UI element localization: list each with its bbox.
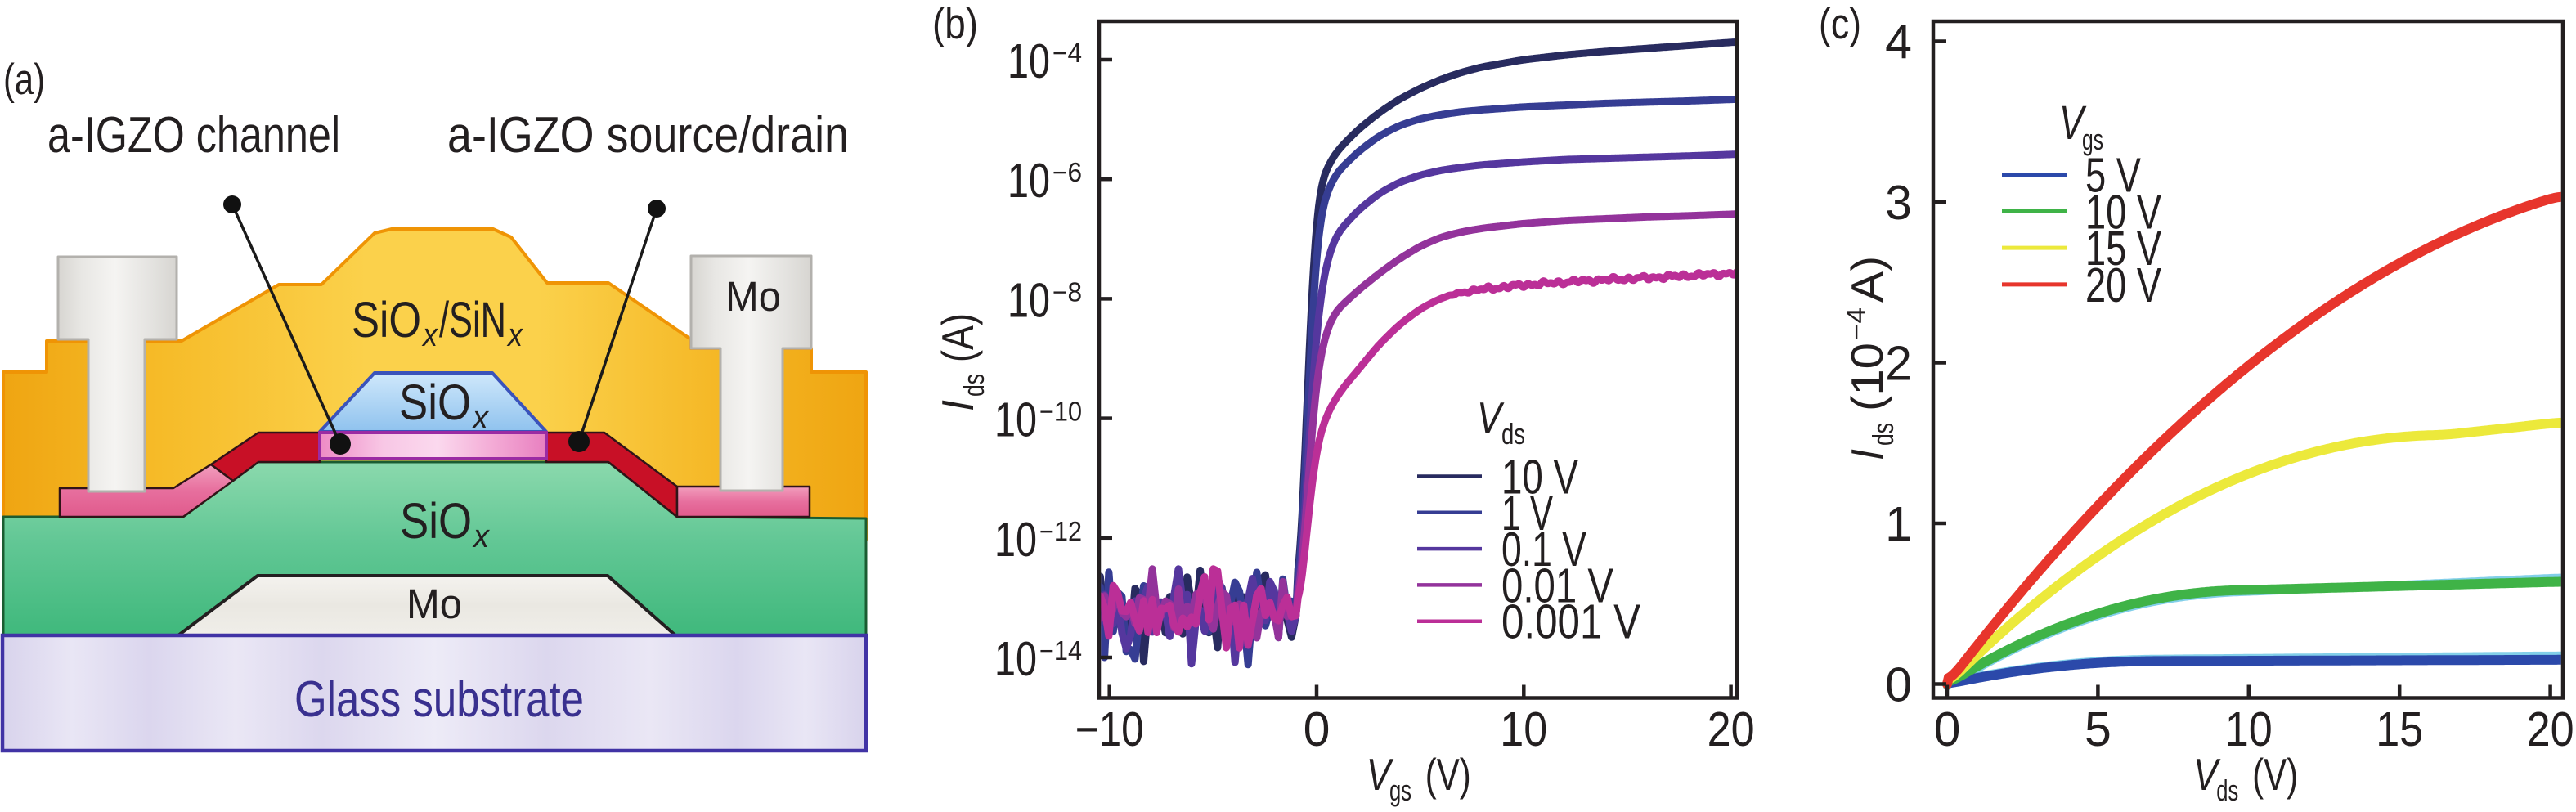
svg-text:10: 10 (1008, 273, 1050, 327)
svg-text:SiO: SiO (352, 292, 421, 348)
svg-text:gs: gs (2082, 123, 2103, 156)
svg-text:V: V (1477, 393, 1505, 443)
svg-text:5 V: 5 V (2085, 149, 2141, 203)
svg-text:−14: −14 (1039, 635, 1082, 666)
svg-text:1: 1 (1885, 497, 1912, 551)
svg-text:−4: −4 (1841, 307, 1871, 340)
svg-text:20: 20 (2527, 702, 2574, 756)
svg-text:(b): (b) (932, 0, 978, 48)
svg-text:−12: −12 (1039, 516, 1082, 546)
svg-text:ds: ds (957, 374, 990, 397)
svg-text:I: I (1842, 449, 1892, 460)
svg-text:a-IGZO source/drain: a-IGZO source/drain (447, 107, 849, 164)
svg-text:0: 0 (1934, 702, 1961, 756)
svg-text:SiO: SiO (399, 375, 471, 430)
svg-text:10: 10 (1008, 154, 1050, 208)
svg-text:−6: −6 (1052, 157, 1082, 187)
svg-text:(V): (V) (2252, 749, 2298, 800)
svg-text:2: 2 (1885, 337, 1912, 391)
svg-text:ds: ds (1866, 423, 1900, 446)
svg-text:10: 10 (994, 632, 1037, 686)
svg-text:0: 0 (1885, 658, 1912, 712)
svg-text:(c): (c) (1819, 0, 1861, 48)
svg-text:ds: ds (2216, 774, 2238, 807)
svg-text:10 V: 10 V (1501, 451, 1578, 505)
svg-text:10: 10 (994, 393, 1037, 447)
svg-text:−10: −10 (1075, 702, 1144, 756)
svg-text:10: 10 (994, 513, 1037, 567)
svg-text:V: V (2193, 749, 2221, 800)
svg-text:0.001 V: 0.001 V (1501, 595, 1641, 649)
svg-text:10: 10 (1008, 34, 1050, 88)
svg-text:(10: (10 (1842, 343, 1892, 411)
svg-text:(V): (V) (1425, 749, 1471, 800)
svg-text:(A): (A) (932, 313, 983, 362)
svg-text:15 V: 15 V (2085, 222, 2161, 276)
svg-text:gs: gs (1389, 774, 1411, 807)
svg-text:/SiN: /SiN (439, 292, 506, 348)
svg-text:x: x (421, 317, 439, 353)
svg-text:x: x (506, 317, 524, 353)
svg-text:15: 15 (2376, 702, 2423, 756)
svg-text:x: x (472, 518, 491, 554)
svg-text:10 V: 10 V (2085, 185, 2161, 239)
svg-text:0.1 V: 0.1 V (1501, 523, 1586, 576)
svg-text:Glass substrate: Glass substrate (294, 671, 584, 728)
svg-text:I: I (932, 400, 983, 411)
svg-text:0: 0 (1304, 702, 1331, 756)
svg-text:4: 4 (1885, 16, 1912, 70)
svg-text:ds: ds (1501, 417, 1525, 451)
svg-text:5: 5 (2085, 702, 2112, 756)
svg-text:−4: −4 (1052, 38, 1082, 68)
svg-text:Mo: Mo (725, 273, 781, 320)
svg-text:(a): (a) (3, 56, 45, 104)
svg-text:−8: −8 (1052, 276, 1082, 307)
svg-text:0.01 V: 0.01 V (1501, 559, 1614, 612)
svg-text:10: 10 (1500, 702, 1547, 756)
svg-text:x: x (471, 400, 490, 436)
svg-text:20: 20 (1708, 702, 1755, 756)
svg-text:−10: −10 (1039, 397, 1082, 427)
svg-text:20 V: 20 V (2085, 258, 2161, 312)
svg-text:SiO: SiO (400, 493, 472, 549)
svg-text:1 V: 1 V (1501, 487, 1553, 541)
svg-text:V: V (2059, 96, 2087, 150)
svg-text:a-IGZO channel: a-IGZO channel (47, 107, 340, 164)
svg-text:10: 10 (2225, 702, 2273, 756)
svg-text:Mo: Mo (406, 581, 462, 627)
svg-text:V: V (1367, 749, 1394, 800)
svg-text:3: 3 (1885, 176, 1912, 230)
svg-text:A): A) (1842, 256, 1892, 303)
